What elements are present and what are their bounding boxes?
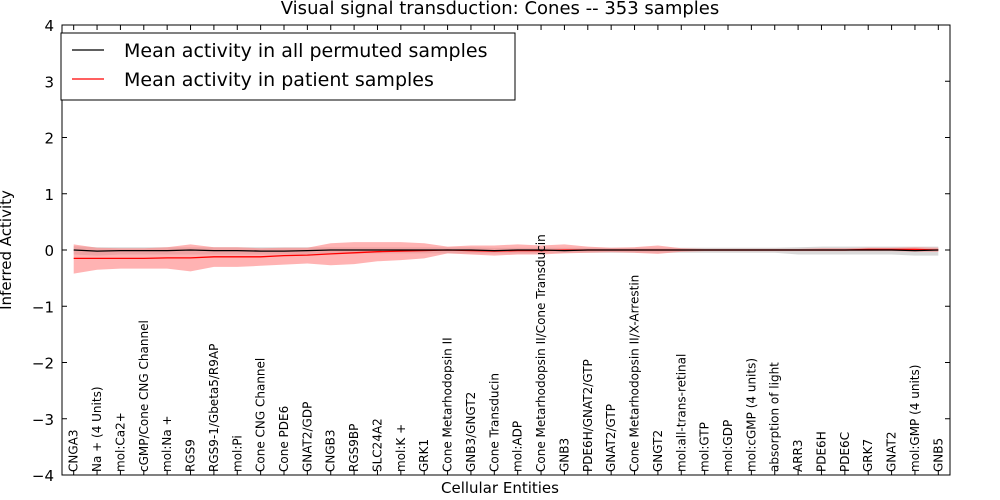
x-tick-label: Cone Transducin [487, 373, 501, 472]
x-tick-label: SLC24A2 [371, 418, 385, 472]
x-tick-label: PDE6C [838, 432, 852, 472]
y-tick-label: 0 [44, 242, 54, 260]
y-tick-label: −2 [32, 355, 54, 373]
x-tick-label: Cone PDE6 [277, 406, 291, 472]
legend-label-patient: Mean activity in patient samples [124, 69, 434, 91]
x-tick-label: mol:K + [394, 424, 408, 472]
x-tick-label: Cone Metarhodopsin II/Cone Transducin [534, 234, 548, 472]
y-tick-label: 4 [44, 17, 54, 35]
x-tick-label: GNAT2 [885, 431, 899, 472]
x-tick-label: GNAT2/GTP [604, 404, 618, 472]
x-tick-label: GNB5 [931, 438, 945, 472]
x-tick-label: CNGA3 [67, 430, 81, 473]
y-tick-label: −4 [32, 467, 54, 485]
x-tick-label: mol:GTP [698, 422, 712, 472]
y-tick-label: −3 [32, 411, 54, 429]
legend: Mean activity in all permuted samples Me… [60, 32, 516, 101]
x-tick-label: RGS9-1/Gbeta5/R9AP [207, 344, 221, 472]
x-tick-label: cGMP/Cone CNG Channel [137, 320, 151, 472]
x-tick-label: RGS9 [184, 439, 198, 472]
x-tick-label: Cone Metarhodopsin II [441, 337, 455, 472]
x-tick-label: mol:Ca2+ [113, 412, 127, 472]
line-permuted [73, 249, 939, 252]
chart-title: Visual signal transduction: Cones -- 353… [281, 0, 719, 19]
x-tick-label: ARR3 [791, 439, 805, 472]
legend-label-permuted: Mean activity in all permuted samples [124, 40, 487, 62]
y-tick-label: −1 [32, 298, 54, 316]
y-tick-label: 2 [44, 130, 54, 148]
x-tick-label: GNB3 [557, 438, 571, 472]
x-tick-label: absorption of light [768, 362, 782, 472]
x-tick-label: GNAT2/GDP [300, 402, 314, 472]
x-tick-label: mol:cGMP (4 units) [744, 358, 758, 472]
x-tick-label: GRK7 [861, 439, 875, 472]
x-tick-label: Cone CNG Channel [254, 358, 268, 472]
x-tick-label: mol:GMP (4 units) [908, 365, 922, 472]
x-tick-label: CNGB3 [324, 429, 338, 472]
x-tick-label: mol:ADP [511, 421, 525, 472]
y-axis: −4 −3 −2 −1 0 1 2 3 4 [32, 17, 950, 485]
x-tick-label: mol:Pi [230, 435, 244, 472]
x-tick-label: RGS9BP [347, 424, 361, 472]
x-tick-label: GRK1 [417, 439, 431, 472]
x-tick-label: mol:Na + [160, 415, 174, 472]
y-tick-label: 3 [44, 73, 54, 91]
x-tick-label: GNGT2 [651, 430, 665, 472]
y-axis-label: Inferred Activity [0, 190, 15, 310]
x-tick-label: Cone Metarhodopsin II/X-Arrestin [628, 275, 642, 472]
x-tick-label: PDE6H [815, 431, 829, 472]
x-axis: CNGA3 Na + (4 Units) mol:Ca2+ cGMP/Cone CNG… [67, 25, 945, 475]
plot-frame [61, 24, 951, 476]
x-tick-label: GNB3/GNGT2 [464, 392, 478, 472]
legend-box [60, 32, 516, 101]
x-tick-label: PDE6H/GNAT2/GTP [581, 359, 595, 472]
series-lines [73, 248, 939, 260]
x-tick-label: Na + (4 Units) [90, 386, 104, 472]
x-tick-label: mol:all-trans-retinal [674, 354, 688, 472]
x-tick-label: mol:GDP [721, 420, 735, 472]
x-axis-label: Cellular Entities [441, 479, 559, 497]
y-tick-label: 1 [44, 186, 54, 204]
